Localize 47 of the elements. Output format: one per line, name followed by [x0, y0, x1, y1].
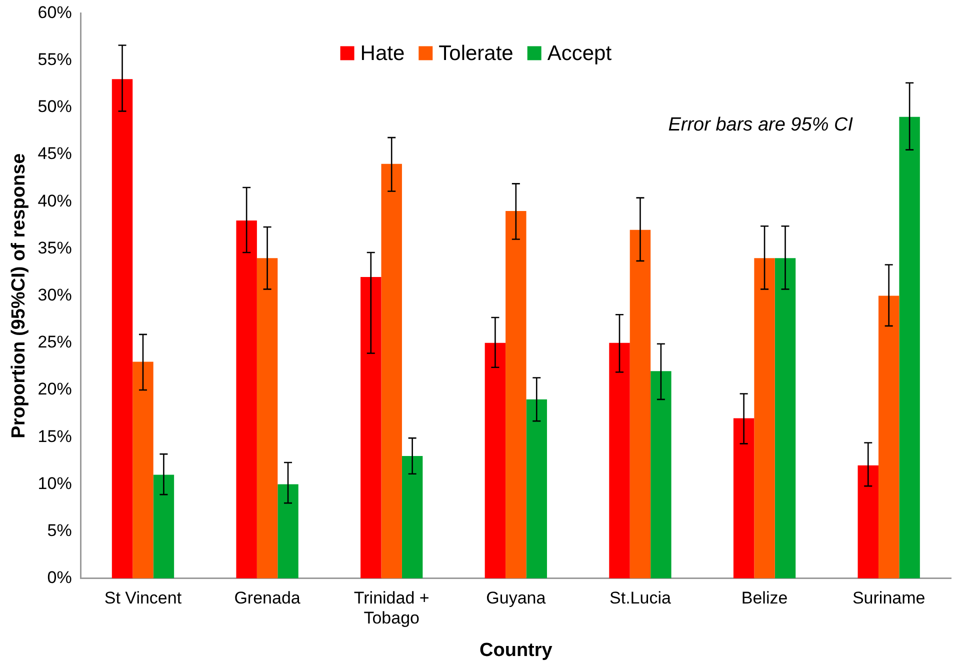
- y-tick-label: 50%: [38, 97, 72, 116]
- bar: [733, 418, 754, 578]
- annotation: Error bars are 95% CI: [668, 114, 854, 136]
- x-tick-label: St.Lucia: [610, 588, 672, 608]
- x-tick-label: Suriname: [852, 588, 926, 608]
- bar: [878, 296, 900, 578]
- y-tick-label: 15%: [38, 426, 72, 446]
- y-tick-label: 55%: [38, 50, 72, 69]
- y-tick-label: 20%: [38, 380, 72, 399]
- y-tick-label: 35%: [38, 238, 72, 258]
- bar: [360, 276, 382, 578]
- bar: [484, 342, 506, 578]
- x-tick-label: Belize: [741, 588, 788, 608]
- bar: [858, 465, 878, 578]
- x-tick-label: Trinidad + Tobago: [354, 588, 430, 628]
- bar: [112, 79, 133, 578]
- bar: [774, 258, 796, 578]
- bar: [402, 456, 423, 578]
- legend-label: Hate: [360, 42, 405, 65]
- bar: [256, 258, 278, 578]
- y-tick-label: 25%: [38, 332, 72, 352]
- bar: [381, 164, 402, 578]
- x-axis-title: Country: [480, 640, 553, 661]
- y-tick-label: 40%: [38, 191, 72, 210]
- y-axis-title: Proportion (95%CI) of response: [8, 153, 30, 438]
- y-tick-label: 45%: [38, 144, 72, 164]
- y-tick-label: 5%: [47, 520, 72, 540]
- bar: [153, 474, 174, 578]
- legend-label: Tolerate: [438, 42, 514, 65]
- bar: [526, 399, 547, 578]
- bar: [609, 342, 630, 578]
- bar: [506, 211, 526, 578]
- legend-label: Accept: [547, 42, 612, 65]
- bar: [899, 116, 920, 578]
- bar: [236, 220, 257, 578]
- y-tick-label: 60%: [38, 2, 72, 22]
- bar: [278, 484, 298, 578]
- y-tick-label: 0%: [47, 568, 72, 588]
- x-tick-label: Guyana: [486, 588, 546, 608]
- bar: [132, 362, 154, 578]
- y-tick-label: 30%: [38, 285, 72, 304]
- y-tick-label: 10%: [38, 474, 72, 493]
- x-tick-label: St Vincent: [104, 588, 182, 608]
- bar: [630, 230, 651, 578]
- bar: [650, 371, 672, 578]
- x-tick-label: Grenada: [234, 588, 301, 608]
- bar: [754, 258, 775, 578]
